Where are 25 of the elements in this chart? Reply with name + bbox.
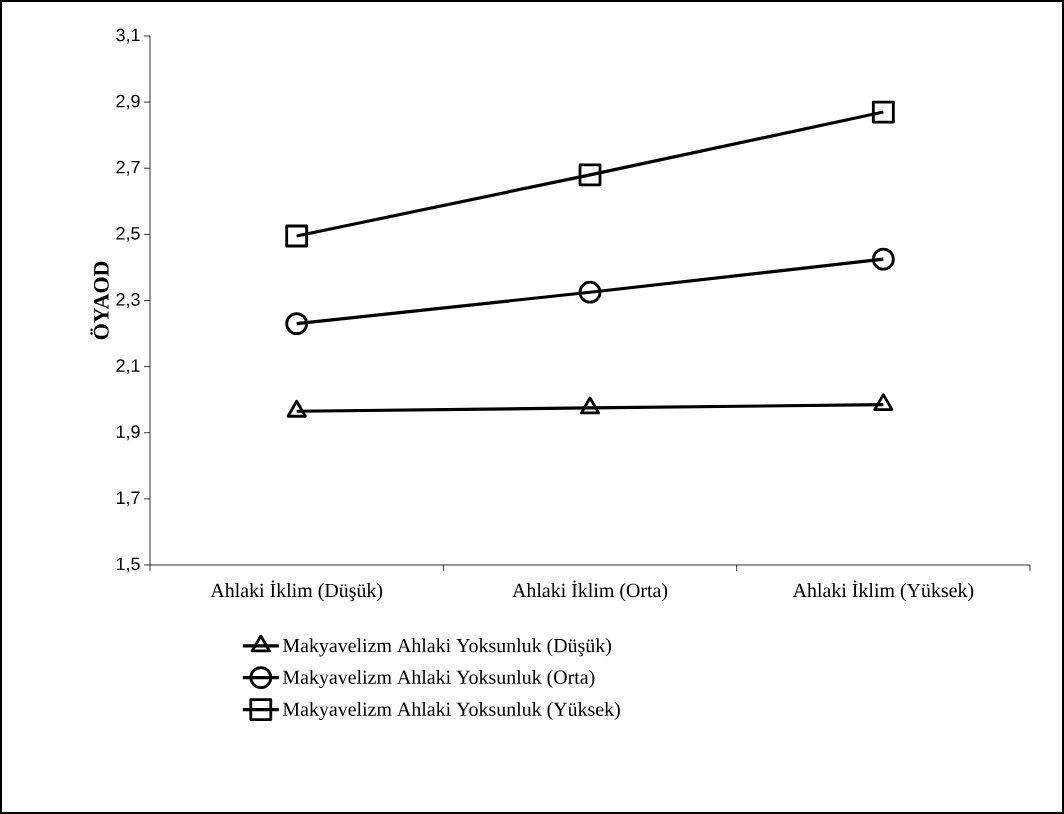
point	[871, 247, 895, 271]
point	[578, 163, 602, 187]
x-tick-label: Ahlaki İklim (Düşük)	[210, 580, 383, 602]
y-tick-label: 1,7	[116, 491, 140, 507]
y-axis-title: ÖYAOD	[90, 261, 109, 340]
point	[285, 224, 309, 248]
y-tick-label: 2,7	[116, 160, 140, 176]
y-tick-label: 2,1	[116, 359, 140, 375]
y-tick-label: 3,1	[116, 28, 140, 44]
point	[578, 280, 602, 304]
point	[871, 100, 895, 124]
x-tick-label: Ahlaki İklim (Yüksek)	[792, 580, 974, 602]
y-tick-label: 1,9	[116, 425, 140, 441]
point	[285, 312, 309, 336]
point	[579, 396, 601, 415]
y-tick-label: 2,3	[116, 293, 140, 308]
legend-label: Makyavelizm Ahlaki Yoksunluk (Düşük)	[282, 638, 612, 657]
x-tick-label: Ahlaki İklim (Orta)	[512, 580, 668, 602]
point	[873, 393, 894, 412]
legend-label: Makyavelizm Ahlaki Yoksunluk (Yüksek)	[282, 701, 620, 721]
y-tick-label: 1,5	[116, 557, 140, 573]
point	[286, 399, 307, 418]
y-tick-label: 2,9	[116, 94, 140, 110]
legend-label: Makyavelizm Ahlaki Yoksunluk (Orta)	[282, 669, 595, 689]
y-tick-label: 2,5	[116, 226, 140, 242]
